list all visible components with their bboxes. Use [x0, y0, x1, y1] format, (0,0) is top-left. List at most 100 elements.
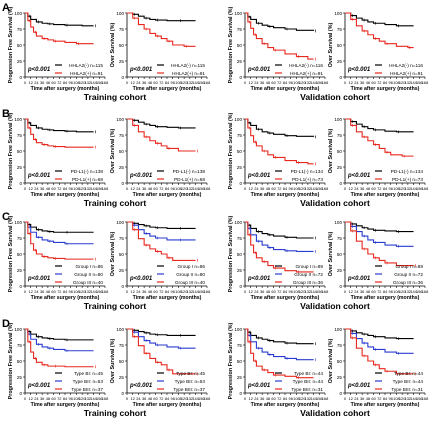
y-tick-label: 75: [237, 27, 243, 32]
x-tick-label: 36: [360, 396, 364, 401]
legend-label: Group III n=36: [393, 280, 423, 285]
x-tick-label: 72: [159, 186, 163, 191]
legend-label: HHLA2(-) n=116: [389, 63, 423, 68]
x-tick-label: 84: [383, 289, 388, 294]
x-tick-label: 96: [389, 80, 393, 85]
x-tick-label: 12: [249, 396, 253, 401]
x-axis-label: Time after surgery (months): [351, 86, 420, 92]
y-tick-label: 50: [17, 43, 23, 48]
y-axis-label: Progression Free Survival (%): [228, 6, 234, 83]
y-tick-label: 25: [337, 268, 343, 273]
legend-label: HHLA2(-) n=115: [171, 63, 205, 68]
p-value: p<0.001: [129, 276, 153, 282]
x-tick-label: 132: [305, 186, 312, 191]
x-tick-label: 132: [305, 80, 312, 85]
x-tick-label: 60: [51, 186, 56, 191]
survival-curve: [127, 118, 196, 129]
x-tick-label: 36: [142, 289, 146, 294]
panel-letter: B: [2, 108, 10, 120]
legend-label: Type BIII: n=37: [71, 387, 103, 392]
p-value: p<0.001: [247, 276, 271, 282]
y-tick-label: 75: [337, 236, 343, 241]
y-tick-label: 25: [119, 268, 125, 273]
x-tick-label: 24: [254, 186, 259, 191]
legend-label: Group I n=89: [296, 264, 324, 269]
p-value: p<0.001: [247, 67, 271, 73]
x-tick-label: 96: [69, 396, 73, 401]
y-axis-label: Over Survival (%): [110, 231, 116, 276]
x-tick-label: 12: [29, 186, 33, 191]
x-tick-label: 36: [40, 186, 44, 191]
x-tick-label: 12: [29, 289, 33, 294]
p-value: p<0.001: [27, 173, 51, 179]
x-tick-label: 60: [153, 396, 158, 401]
x-tick-label: 12: [249, 289, 253, 294]
x-tick-label: 144: [410, 396, 417, 401]
x-tick-label: 72: [377, 186, 381, 191]
y-tick-label: 25: [17, 165, 23, 170]
y-tick-label: 100: [334, 327, 342, 332]
x-tick-label: 84: [63, 186, 68, 191]
x-tick-label: 168: [102, 396, 109, 401]
y-tick-label: 50: [237, 149, 243, 154]
x-tick-label: 84: [63, 396, 68, 401]
x-tick-label: 108: [293, 186, 300, 191]
x-tick-label: 84: [165, 80, 170, 85]
x-tick-label: 144: [90, 289, 97, 294]
y-tick-label: 25: [337, 375, 343, 380]
survival-curve: [245, 221, 314, 252]
y-tick-label: 0: [239, 391, 242, 396]
p-value: p<0.001: [129, 173, 153, 179]
y-tick-label: 25: [119, 375, 125, 380]
legend-label: Type BII: n=44: [393, 379, 424, 384]
x-tick-label: 36: [142, 396, 146, 401]
cohort-label: Validation cohort: [300, 92, 370, 102]
y-tick-label: 75: [337, 27, 343, 32]
legend-label: Type BI: n=45: [74, 371, 103, 376]
x-tick-label: 108: [73, 396, 80, 401]
x-tick-label: 96: [289, 186, 293, 191]
x-tick-label: 72: [377, 396, 381, 401]
x-tick-label: 168: [422, 396, 429, 401]
y-tick-label: 100: [234, 220, 242, 225]
x-tick-label: 0: [344, 80, 347, 85]
legend-label: HHLA2(+) n=91: [390, 71, 423, 76]
x-tick-label: 36: [40, 289, 44, 294]
x-tick-label: 84: [383, 186, 388, 191]
x-tick-label: 24: [354, 289, 359, 294]
y-axis-label: Progression Free Survival (%): [228, 322, 234, 399]
x-tick-label: 96: [171, 80, 175, 85]
x-tick-label: 120: [399, 186, 406, 191]
y-tick-label: 50: [17, 359, 23, 364]
x-tick-label: 156: [416, 80, 423, 85]
y-tick-label: 25: [237, 268, 243, 273]
survival-curve: [25, 328, 94, 352]
x-tick-label: 168: [102, 289, 109, 294]
p-value: p<0.001: [347, 276, 371, 282]
x-tick-label: 156: [316, 289, 323, 294]
y-tick-label: 25: [237, 59, 243, 64]
y-axis-label: Over Survival (%): [110, 338, 116, 383]
y-tick-label: 100: [14, 327, 22, 332]
y-tick-label: 50: [237, 43, 243, 48]
survival-curve: [25, 118, 94, 148]
survival-curve: [345, 118, 414, 133]
x-tick-label: 60: [51, 289, 56, 294]
y-axis-label: Over Survival (%): [328, 22, 334, 67]
survival-curve: [25, 12, 94, 27]
p-value: p<0.001: [27, 67, 51, 73]
x-tick-label: 60: [271, 186, 276, 191]
y-tick-label: 25: [337, 165, 343, 170]
y-tick-label: 100: [334, 11, 342, 16]
survival-curve: [245, 118, 314, 165]
x-tick-label: 0: [126, 289, 129, 294]
survival-curve: [127, 328, 196, 375]
cohort-label: Validation cohort: [300, 408, 370, 418]
x-tick-label: 72: [277, 186, 281, 191]
x-tick-label: 24: [136, 186, 141, 191]
x-tick-label: 72: [277, 396, 281, 401]
